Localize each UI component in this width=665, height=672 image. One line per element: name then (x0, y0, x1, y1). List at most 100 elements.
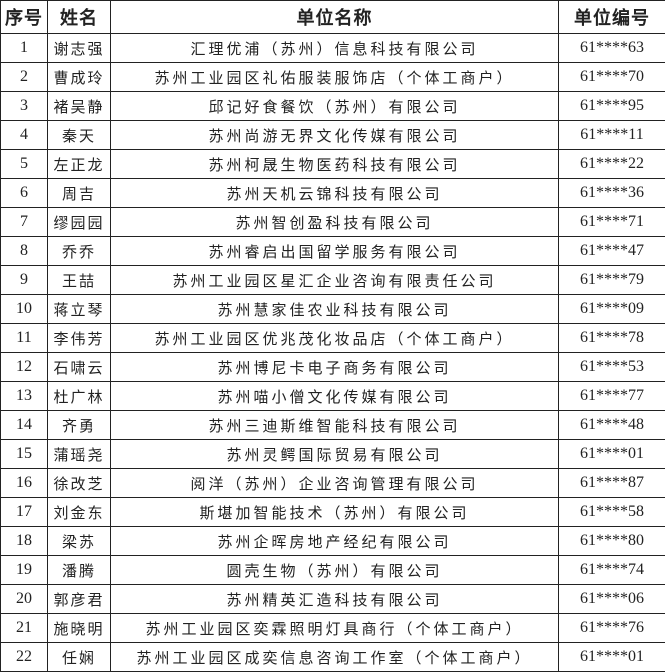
company-name: 苏州天机云锦科技有限公司 (110, 178, 559, 208)
row-index: 11 (0, 323, 48, 353)
company-name: 苏州工业园区礼佑服装服饰店（个体工商户） (110, 62, 559, 92)
company-name: 苏州工业园区优兆茂化妆品店（个体工商户） (110, 323, 559, 353)
company-code: 61****58 (558, 497, 665, 527)
row-index: 5 (0, 149, 48, 179)
company-name: 阅洋（苏州）企业咨询管理有限公司 (110, 468, 559, 498)
company-code: 61****36 (558, 178, 665, 208)
row-index: 17 (0, 497, 48, 527)
person-name: 蒲瑶尧 (47, 439, 111, 469)
person-name: 施晓明 (47, 613, 111, 643)
row-index: 16 (0, 468, 48, 498)
header-company: 单位名称 (110, 0, 559, 34)
company-code: 61****95 (558, 91, 665, 121)
company-name: 苏州喵小僧文化传媒有限公司 (110, 381, 559, 411)
table-row: 22 任娴 苏州工业园区成奕信息咨询工作室（个体工商户） 61****01 (0, 642, 665, 672)
company-code: 61****01 (558, 642, 665, 672)
row-index: 2 (0, 62, 48, 92)
header-index: 序号 (0, 0, 48, 34)
table-row: 14 齐勇 苏州三迪斯维智能科技有限公司 61****48 (0, 410, 665, 440)
row-index: 22 (0, 642, 48, 672)
company-code: 61****79 (558, 265, 665, 295)
table-row: 18 梁苏 苏州企晖房地产经纪有限公司 61****80 (0, 526, 665, 556)
table-row: 6 周吉 苏州天机云锦科技有限公司 61****36 (0, 178, 665, 208)
person-name: 杜广林 (47, 381, 111, 411)
header-code: 单位编号 (558, 0, 665, 34)
company-code: 61****09 (558, 294, 665, 324)
table-row: 5 左正龙 苏州柯晟生物医药科技有限公司 61****22 (0, 149, 665, 179)
table-row: 19 潘腾 圆壳生物（苏州）有限公司 61****74 (0, 555, 665, 585)
company-code: 61****47 (558, 236, 665, 266)
table-row: 21 施晓明 苏州工业园区奕霖照明灯具商行（个体工商户） 61****76 (0, 613, 665, 643)
company-name: 邱记好食餐饮（苏州）有限公司 (110, 91, 559, 121)
person-name: 石啸云 (47, 352, 111, 382)
row-index: 3 (0, 91, 48, 121)
row-index: 8 (0, 236, 48, 266)
row-index: 15 (0, 439, 48, 469)
person-name: 秦天 (47, 120, 111, 150)
company-code: 61****11 (558, 120, 665, 150)
company-code: 61****77 (558, 381, 665, 411)
company-name: 苏州智创盈科技有限公司 (110, 207, 559, 237)
table-row: 15 蒲瑶尧 苏州灵鳄国际贸易有限公司 61****01 (0, 439, 665, 469)
person-name: 周吉 (47, 178, 111, 208)
table-row: 9 王喆 苏州工业园区星汇企业咨询有限责任公司 61****79 (0, 265, 665, 295)
row-index: 14 (0, 410, 48, 440)
row-index: 20 (0, 584, 48, 614)
company-code: 61****22 (558, 149, 665, 179)
company-name: 汇理优浦（苏州）信息科技有限公司 (110, 33, 559, 63)
company-code: 61****74 (558, 555, 665, 585)
company-name: 苏州工业园区星汇企业咨询有限责任公司 (110, 265, 559, 295)
company-name: 苏州尚游无界文化传媒有限公司 (110, 120, 559, 150)
company-name: 苏州睿启出国留学服务有限公司 (110, 236, 559, 266)
company-name: 苏州慧家佳农业科技有限公司 (110, 294, 559, 324)
table-row: 3 褚吴静 邱记好食餐饮（苏州）有限公司 61****95 (0, 91, 665, 121)
table-row: 8 乔乔 苏州睿启出国留学服务有限公司 61****47 (0, 236, 665, 266)
row-index: 9 (0, 265, 48, 295)
table-row: 1 谢志强 汇理优浦（苏州）信息科技有限公司 61****63 (0, 33, 665, 63)
company-code: 61****63 (558, 33, 665, 63)
company-name: 苏州工业园区奕霖照明灯具商行（个体工商户） (110, 613, 559, 643)
row-index: 13 (0, 381, 48, 411)
person-name: 潘腾 (47, 555, 111, 585)
person-name: 郭彦君 (47, 584, 111, 614)
table-row: 16 徐改芝 阅洋（苏州）企业咨询管理有限公司 61****87 (0, 468, 665, 498)
table-row: 7 缪园园 苏州智创盈科技有限公司 61****71 (0, 207, 665, 237)
company-code: 61****48 (558, 410, 665, 440)
person-name: 缪园园 (47, 207, 111, 237)
table-row: 4 秦天 苏州尚游无界文化传媒有限公司 61****11 (0, 120, 665, 150)
person-name: 李伟芳 (47, 323, 111, 353)
header-row: 序号 姓名 单位名称 单位编号 (0, 0, 665, 34)
company-name: 苏州企晖房地产经纪有限公司 (110, 526, 559, 556)
row-index: 19 (0, 555, 48, 585)
row-index: 6 (0, 178, 48, 208)
table-row: 20 郭彦君 苏州精英汇造科技有限公司 61****06 (0, 584, 665, 614)
person-name: 褚吴静 (47, 91, 111, 121)
row-index: 4 (0, 120, 48, 150)
table-row: 17 刘金东 斯堪加智能技术（苏州）有限公司 61****58 (0, 497, 665, 527)
row-index: 12 (0, 352, 48, 382)
company-code: 61****01 (558, 439, 665, 469)
person-name: 齐勇 (47, 410, 111, 440)
table-row: 13 杜广林 苏州喵小僧文化传媒有限公司 61****77 (0, 381, 665, 411)
company-code: 61****53 (558, 352, 665, 382)
company-code: 61****06 (558, 584, 665, 614)
table-row: 11 李伟芳 苏州工业园区优兆茂化妆品店（个体工商户） 61****78 (0, 323, 665, 353)
company-name: 苏州精英汇造科技有限公司 (110, 584, 559, 614)
table-row: 12 石啸云 苏州博尼卡电子商务有限公司 61****53 (0, 352, 665, 382)
person-name: 曹成玲 (47, 62, 111, 92)
person-name: 乔乔 (47, 236, 111, 266)
company-name: 苏州三迪斯维智能科技有限公司 (110, 410, 559, 440)
row-index: 18 (0, 526, 48, 556)
company-code: 61****76 (558, 613, 665, 643)
person-name: 刘金东 (47, 497, 111, 527)
company-name: 圆壳生物（苏州）有限公司 (110, 555, 559, 585)
table-row: 10 蒋立琴 苏州慧家佳农业科技有限公司 61****09 (0, 294, 665, 324)
row-index: 1 (0, 33, 48, 63)
company-code: 61****71 (558, 207, 665, 237)
person-name: 王喆 (47, 265, 111, 295)
table-row: 2 曹成玲 苏州工业园区礼佑服装服饰店（个体工商户） 61****70 (0, 62, 665, 92)
row-index: 10 (0, 294, 48, 324)
company-name: 苏州灵鳄国际贸易有限公司 (110, 439, 559, 469)
person-name: 任娴 (47, 642, 111, 672)
